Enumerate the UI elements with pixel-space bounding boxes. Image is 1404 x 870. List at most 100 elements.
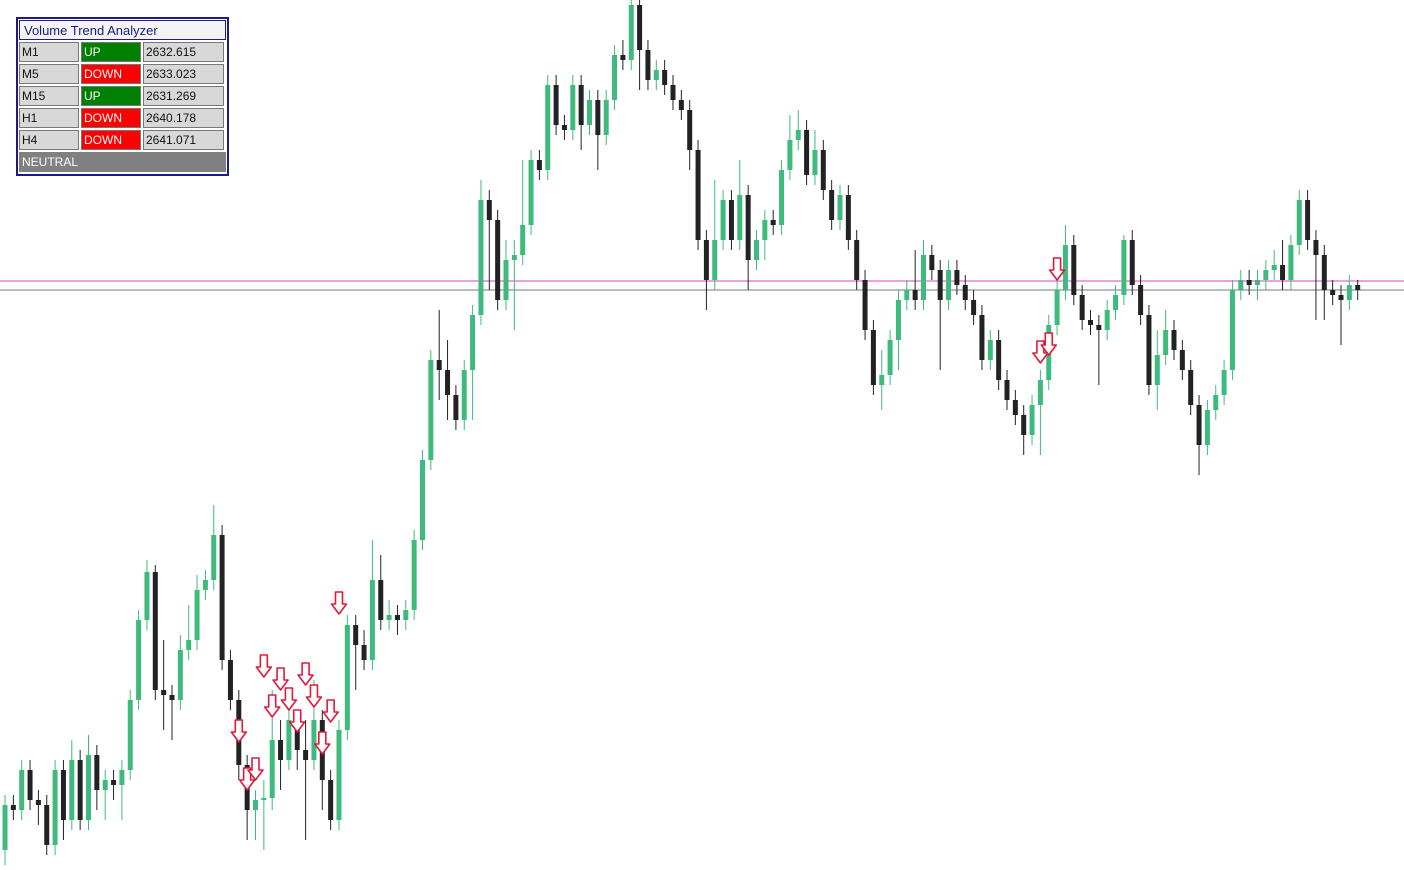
candle-body [787, 140, 793, 170]
candle-body [712, 240, 718, 280]
candle-body [1062, 245, 1068, 290]
candle-body [1196, 405, 1202, 445]
candle-body [202, 580, 208, 590]
candle-body [386, 615, 392, 620]
candle-body [1029, 405, 1035, 435]
candle-body [779, 170, 785, 225]
panel-row: M5 DOWN 2633.023 [19, 64, 226, 84]
candle-body [503, 260, 509, 300]
candle-body [311, 720, 317, 760]
candle-body [545, 85, 551, 170]
candle-body [1179, 350, 1185, 370]
trend-panel: Volume Trend Analyzer M1 UP 2632.615 M5 DOWN… [16, 17, 229, 176]
candle-body [461, 370, 467, 420]
candle-body [1121, 240, 1127, 295]
candle-body [662, 70, 668, 85]
candle-body [745, 195, 751, 260]
candle-body [511, 255, 517, 260]
trend: DOWN [81, 108, 141, 128]
candle-body [1146, 315, 1152, 385]
candle-body [261, 798, 267, 800]
candle-body [1346, 285, 1352, 300]
candle-body [1129, 240, 1135, 285]
candle-body [678, 100, 684, 110]
candle-body [536, 160, 542, 170]
candle-body [403, 610, 409, 620]
candle-body [378, 580, 384, 620]
price: 2641.071 [143, 130, 224, 150]
candle-body [177, 650, 183, 700]
candle-body [946, 270, 952, 300]
candle-body [561, 125, 567, 130]
candle-body [870, 330, 876, 385]
candle-body [812, 150, 818, 175]
candle-body [102, 780, 108, 790]
sell-signal [263, 694, 281, 718]
panel-row: M15 UP 2631.269 [19, 86, 226, 106]
timeframe: M1 [19, 42, 79, 62]
candle-body [754, 240, 759, 260]
candle-body [486, 200, 492, 220]
sell-signal [322, 699, 339, 723]
candle-body [1221, 370, 1227, 395]
candle-body [94, 755, 100, 790]
timeframe: M5 [19, 64, 79, 84]
sell-signal [297, 662, 314, 686]
candle-body [1037, 380, 1043, 405]
sell-signal [247, 757, 264, 781]
candle-body [60, 770, 66, 820]
candle-body [1138, 285, 1144, 315]
price: 2640.178 [143, 108, 224, 128]
candle-body [227, 660, 233, 700]
candle-body [86, 755, 91, 820]
candle-body [1296, 200, 1302, 245]
candle-body [253, 800, 258, 810]
candle-body [1213, 395, 1219, 410]
panel-row: H4 DOWN 2641.071 [19, 130, 226, 150]
candle-body [478, 200, 484, 315]
candle-body [52, 770, 58, 845]
candle-body [1079, 295, 1085, 320]
candle-body [895, 300, 901, 340]
candle-body [219, 535, 225, 660]
panel-footer: NEUTRAL [19, 152, 226, 172]
candle-body [728, 200, 734, 240]
candle-body [420, 460, 425, 540]
candle-body [1054, 290, 1060, 325]
candle-body [795, 130, 801, 140]
candle-body [612, 55, 618, 100]
candle-body [670, 85, 676, 100]
candle-body [1305, 200, 1311, 240]
sell-signal [314, 731, 331, 755]
sell-signal [272, 667, 289, 691]
candle-body [628, 5, 634, 60]
candle-body [294, 720, 300, 750]
candle-body [445, 370, 451, 395]
price: 2633.023 [143, 64, 224, 84]
candle-body [336, 730, 342, 820]
price: 2631.269 [143, 86, 224, 106]
candle-body [286, 720, 292, 760]
candle-body [152, 572, 158, 690]
candle-body [804, 130, 810, 175]
candle-body [1204, 410, 1210, 445]
candle-body [1355, 285, 1361, 290]
candle-body [1154, 355, 1160, 385]
candle-body [186, 640, 192, 650]
candle-body [879, 375, 885, 385]
candle-body [762, 220, 768, 240]
timeframe: M15 [19, 86, 79, 106]
candle-body [453, 395, 459, 420]
candle-body [820, 150, 826, 190]
panel-title: Volume Trend Analyzer [19, 20, 226, 40]
candle-body [1271, 265, 1277, 270]
candle-body [111, 780, 117, 785]
candle-body [10, 805, 16, 810]
candle-body [1071, 245, 1077, 295]
trend: UP [81, 86, 141, 106]
candle-body [344, 625, 350, 730]
candle-body [553, 85, 559, 125]
candle-body [1288, 245, 1294, 280]
candle-body [1171, 330, 1177, 350]
candle-body [1021, 415, 1027, 435]
